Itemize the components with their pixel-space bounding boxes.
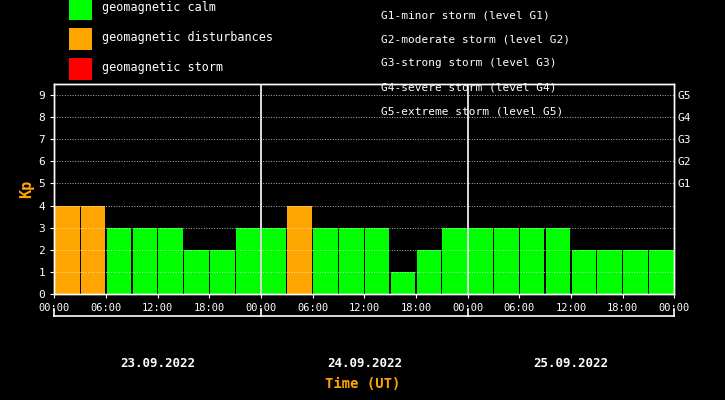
Bar	[571, 250, 596, 294]
Bar	[417, 250, 441, 294]
Text: G2-moderate storm (level G2): G2-moderate storm (level G2)	[381, 34, 570, 44]
Bar	[184, 250, 209, 294]
Text: Time (UT): Time (UT)	[325, 377, 400, 391]
Text: G5-extreme storm (level G5): G5-extreme storm (level G5)	[381, 106, 563, 116]
Text: geomagnetic calm: geomagnetic calm	[102, 2, 215, 14]
Text: 24.09.2022: 24.09.2022	[327, 357, 402, 370]
Bar	[624, 250, 647, 294]
Bar	[597, 250, 622, 294]
Bar	[468, 228, 493, 294]
Text: 23.09.2022: 23.09.2022	[120, 357, 195, 370]
Bar	[158, 228, 183, 294]
Bar	[339, 228, 364, 294]
Bar	[365, 228, 389, 294]
Bar	[442, 228, 467, 294]
Bar	[520, 228, 544, 294]
Bar	[288, 206, 312, 294]
Bar	[546, 228, 571, 294]
Y-axis label: Kp: Kp	[20, 180, 34, 198]
Bar	[649, 250, 674, 294]
Text: G1-minor storm (level G1): G1-minor storm (level G1)	[381, 10, 550, 20]
Bar	[133, 228, 157, 294]
Text: G4-severe storm (level G4): G4-severe storm (level G4)	[381, 82, 556, 92]
Text: G3-strong storm (level G3): G3-strong storm (level G3)	[381, 58, 556, 68]
Bar	[210, 250, 234, 294]
Bar	[236, 228, 260, 294]
Bar	[391, 272, 415, 294]
Text: 25.09.2022: 25.09.2022	[534, 357, 608, 370]
Bar	[55, 206, 80, 294]
Text: geomagnetic disturbances: geomagnetic disturbances	[102, 32, 273, 44]
Bar	[107, 228, 131, 294]
Bar	[313, 228, 338, 294]
Bar	[494, 228, 518, 294]
Text: geomagnetic storm: geomagnetic storm	[102, 62, 223, 74]
Bar	[81, 206, 105, 294]
Bar	[262, 228, 286, 294]
